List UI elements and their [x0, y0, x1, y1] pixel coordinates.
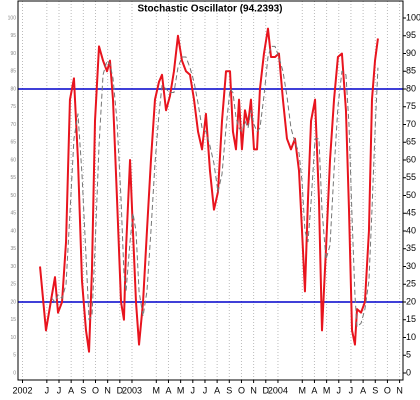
y-tick-label: 45 [406, 208, 416, 218]
y-tick-label-left: 20 [10, 299, 16, 305]
x-tick-label: 2004 [268, 385, 288, 395]
x-tick-label: J [57, 385, 62, 395]
y-tick-label-left: 40 [10, 228, 16, 234]
y-tick-label-left: 95 [10, 33, 16, 39]
y-tick-label-left: 15 [10, 317, 16, 323]
y-tick-label-left: 75 [10, 104, 16, 110]
y-tick-label-left: 30 [10, 264, 16, 270]
plot-marks [18, 27, 403, 353]
y-tick-label: 0 [406, 367, 411, 377]
x-tick-label: O [384, 385, 391, 395]
x-tick-label: N [250, 385, 257, 395]
y-tick-label-left: 65 [10, 140, 16, 146]
y-tick-label: 35 [406, 243, 416, 253]
series-line [39, 27, 379, 353]
y-tick-label: 90 [406, 48, 416, 58]
y-tick-label: 25 [406, 279, 416, 289]
y-tick-label: 5 [406, 350, 411, 360]
y-tick-label: 20 [406, 296, 416, 306]
y-tick-label-left: 90 [10, 51, 16, 57]
x-tick-label: A [214, 385, 220, 395]
x-tick-label: M [323, 385, 331, 395]
y-tick-label: 85 [406, 66, 416, 76]
x-tick-label: S [80, 385, 86, 395]
x-tick-label: S [372, 385, 378, 395]
x-tick-label: M [299, 385, 307, 395]
y-tick-label: 40 [406, 225, 416, 235]
x-tick-label: N [396, 385, 403, 395]
y-tick-label-left: 100 [8, 15, 17, 21]
y-tick-label: 50 [406, 190, 416, 200]
x-tick-label: J [349, 385, 354, 395]
x-tick-label: J [203, 385, 208, 395]
x-tick-label: J [337, 385, 342, 395]
x-tick-label: O [238, 385, 245, 395]
y-tick-label-left: 60 [10, 157, 16, 163]
y-tick-label: 30 [406, 261, 416, 271]
x-tick-label: O [92, 385, 99, 395]
y-tick-label: 15 [406, 314, 416, 324]
y-tick-label: 95 [406, 30, 416, 40]
x-tick-label: A [165, 385, 171, 395]
y-tick-label-left: 10 [10, 335, 16, 341]
x-tick-label: M [153, 385, 161, 395]
x-tick-label: J [45, 385, 50, 395]
grid [22, 1, 406, 383]
x-tick-label: A [311, 385, 317, 395]
y-tick-label-left: 50 [10, 193, 16, 199]
x-tick-label: D [263, 385, 270, 395]
y-tick-label-left: 5 [13, 353, 16, 359]
plot-frame [17, 0, 404, 381]
series-line [51, 45, 379, 328]
x-tick-label: A [360, 385, 366, 395]
y-tick-label-left: 25 [10, 282, 16, 288]
y-tick-label: 100 [406, 12, 420, 22]
y-tick-label-left: 35 [10, 246, 16, 252]
x-tick-label: J [191, 385, 196, 395]
y-tick-label: 75 [406, 101, 416, 111]
y-tick-label: 10 [406, 332, 416, 342]
y-tick-label-left: 70 [10, 122, 16, 128]
x-tick-label: N [104, 385, 111, 395]
x-tick-label: M [177, 385, 185, 395]
chart-title: Stochastic Oscillator (94.2393) [137, 4, 282, 15]
y-tick-label: 70 [406, 119, 416, 129]
y-tick-label: 60 [406, 154, 416, 164]
y-tick-label-left: 85 [10, 69, 16, 75]
x-tick-label: 2003 [122, 385, 142, 395]
y-tick-label: 65 [406, 137, 416, 147]
x-tick-label: A [68, 385, 74, 395]
x-tick-label: D [117, 385, 124, 395]
x-tick-label: S [226, 385, 232, 395]
y-tick-label: 80 [406, 83, 416, 93]
y-tick-label: 55 [406, 172, 416, 182]
y-tick-label-left: 55 [10, 175, 16, 181]
y-tick-label-left: 80 [10, 86, 16, 92]
x-tick-label: 2002 [12, 385, 32, 395]
y-tick-label-left: 45 [10, 211, 16, 217]
y-tick-label-left: 0 [13, 370, 16, 376]
